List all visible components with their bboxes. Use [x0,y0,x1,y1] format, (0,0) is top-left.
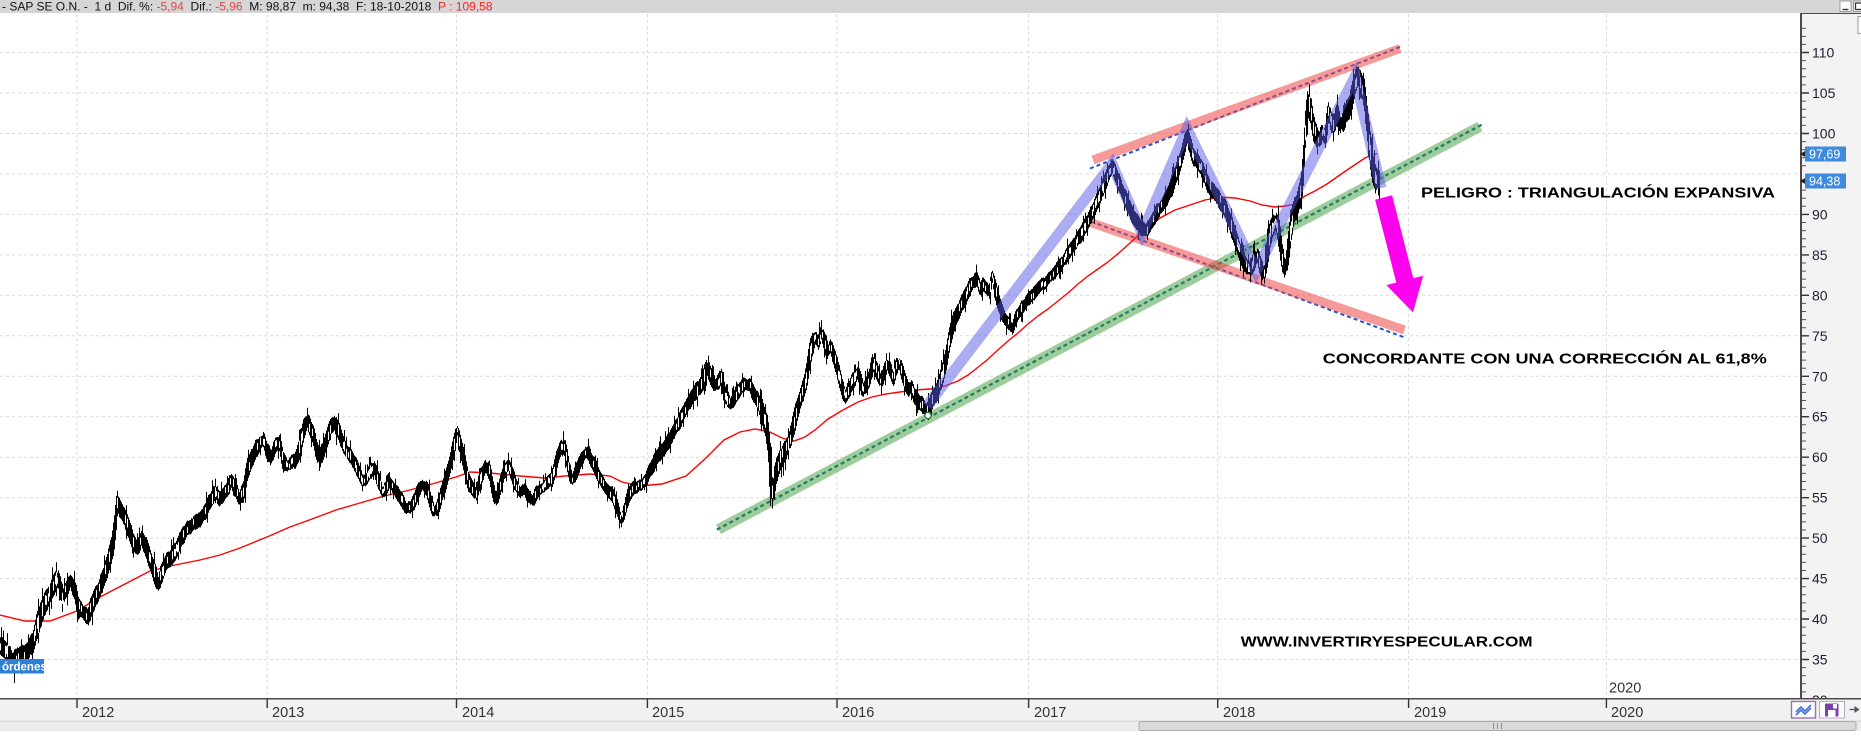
svg-text:órdenes: órdenes [2,662,47,674]
svg-text:2020: 2020 [1609,681,1641,697]
svg-text:110: 110 [1812,45,1835,61]
svg-text:85: 85 [1812,247,1828,263]
svg-text:80: 80 [1812,287,1828,303]
svg-text:90: 90 [1812,206,1828,222]
svg-text:75: 75 [1812,328,1828,344]
svg-text:2014: 2014 [462,705,494,721]
svg-text:70: 70 [1812,368,1828,384]
svg-text:50: 50 [1812,530,1828,546]
svg-text:60: 60 [1812,449,1828,465]
svg-text:2018: 2018 [1223,705,1255,721]
svg-text:PELIGRO : TRIANGULACIÓN EXPANS: PELIGRO : TRIANGULACIÓN EXPANSIVA [1421,184,1775,202]
svg-text:40: 40 [1812,611,1828,627]
svg-text:2016: 2016 [842,705,874,721]
svg-text:55: 55 [1812,490,1828,506]
svg-text:105: 105 [1812,85,1836,101]
svg-text:CONCORDANTE CON UNA CORRECCIÓN: CONCORDANTE CON UNA CORRECCIÓN AL 61,8% [1323,350,1767,368]
svg-text:45: 45 [1812,571,1828,587]
svg-text:2015: 2015 [652,705,684,721]
svg-text:2020: 2020 [1611,705,1643,721]
svg-text:100: 100 [1812,126,1836,142]
svg-text:2012: 2012 [82,705,114,721]
svg-text:2019: 2019 [1414,705,1446,721]
svg-text:2017: 2017 [1034,705,1066,721]
svg-text:2013: 2013 [272,705,304,721]
svg-text:35: 35 [1812,652,1828,668]
svg-text:94,38: 94,38 [1809,175,1840,189]
svg-text:- SAP SE O.N. - 1 d Dif. %:: - SAP SE O.N. - 1 d Dif. %: -5,94 Dif.: … [2,0,493,14]
svg-text:65: 65 [1812,409,1828,425]
svg-text:WWW.INVERTIRYESPECULAR.COM: WWW.INVERTIRYESPECULAR.COM [1241,634,1533,651]
svg-text:97,69: 97,69 [1809,148,1840,162]
